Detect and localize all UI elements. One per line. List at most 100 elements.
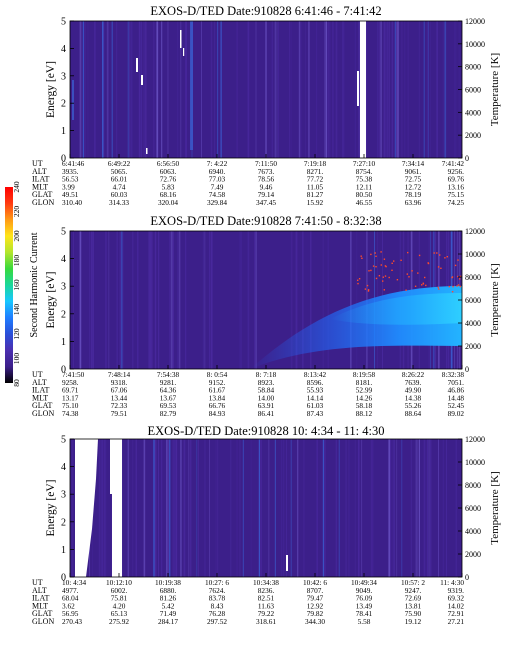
y2-tick-label: 8000 <box>465 481 481 490</box>
spectrogram-column <box>202 231 204 369</box>
spectrogram-column <box>415 439 417 577</box>
spectrogram-column <box>426 439 429 577</box>
ephemeris-row-label: UT <box>32 159 43 168</box>
y-axis-label: Energy [eV] <box>45 61 57 118</box>
high-intensity-dot <box>444 257 446 259</box>
ephemeris-cell: 10:27: 6 <box>205 578 229 587</box>
spectrogram-column <box>401 21 403 158</box>
ephemeris-cell: 78.19 <box>405 190 422 199</box>
spectrogram-column <box>274 21 276 158</box>
spectrogram-column <box>423 21 425 158</box>
y-tick-label: 3 <box>61 490 66 501</box>
ephemeris-cell: 46.55 <box>356 198 373 207</box>
ephemeris-cell: 13.17 <box>62 393 79 402</box>
spectrogram-column <box>209 231 211 369</box>
spectrogram-column <box>174 439 176 577</box>
y-tick-label: 4 <box>61 462 66 473</box>
high-intensity-dot <box>368 270 370 272</box>
spectrogram-column <box>281 439 282 577</box>
spectrogram-column <box>154 439 157 577</box>
spectrogram-column <box>119 231 121 369</box>
spectrogram-column <box>327 231 329 369</box>
spectrogram-panel-1: EXOS-D/TED Date:910828 6:41:46 - 7:41:42… <box>32 4 501 207</box>
spectrogram-column <box>92 231 95 369</box>
y2-tick-label: 4000 <box>465 108 481 117</box>
chart-title: EXOS-D/TED Date:910828 6:41:46 - 7:41:42 <box>150 4 381 18</box>
spectrogram-column <box>170 231 173 369</box>
ephemeris-cell: 77.72 <box>307 175 324 184</box>
ephemeris-cell: 63.96 <box>405 198 422 207</box>
ephemeris-cell: 7:34:14 <box>402 159 425 168</box>
y-axis-label: Energy [eV] <box>45 272 57 329</box>
spectrogram-column <box>100 439 102 577</box>
high-intensity-dot <box>452 285 454 288</box>
spectrogram-column <box>326 21 328 158</box>
ephemeris-cell: 27.21 <box>448 617 465 626</box>
spectrogram-column <box>190 439 192 577</box>
colorbar-scale <box>5 187 13 383</box>
spectrogram-column <box>153 439 155 577</box>
spectrogram-column <box>167 21 169 158</box>
spectrogram-column <box>177 231 179 369</box>
high-intensity-dot <box>378 275 381 277</box>
spectrogram-column <box>332 21 334 158</box>
high-intensity-dot <box>421 284 423 286</box>
spectrogram-column <box>454 21 455 158</box>
ephemeris-cell: 8: 7:18 <box>256 370 277 379</box>
ephemeris-cell: 7051. <box>448 378 465 387</box>
spectrogram-column <box>348 439 350 577</box>
spectrogram-column <box>322 231 324 369</box>
high-intensity-dot <box>457 275 459 278</box>
spectrogram-column <box>438 439 439 577</box>
spectrogram-column <box>255 231 257 369</box>
ephemeris-cell: 56.53 <box>62 175 79 184</box>
high-intensity-dot <box>375 277 378 280</box>
spectrogram-column <box>396 439 398 577</box>
y2-tick-label: 8000 <box>465 273 481 282</box>
ephemeris-cell: 72.76 <box>160 175 177 184</box>
ephemeris-cell: 344.30 <box>305 617 325 626</box>
spectrogram-column <box>430 439 432 577</box>
spectrogram-column <box>401 439 403 577</box>
spectrogram-column <box>154 231 157 369</box>
y2-axis-label: Temperature [K] <box>489 471 501 544</box>
ephemeris-row-label: ALT <box>32 586 47 595</box>
spectrogram-column <box>210 231 213 369</box>
high-intensity-dot <box>414 285 417 287</box>
spectrogram-column <box>276 21 278 158</box>
ephemeris-cell: 10:12:10 <box>106 578 132 587</box>
ephemeris-cell: 63.91 <box>258 401 275 410</box>
spectrogram-column <box>204 231 206 369</box>
ephemeris-cell: 75.81 <box>111 594 128 603</box>
ephemeris-cell: 56.95 <box>62 609 79 618</box>
ephemeris-cell: 8:13:42 <box>304 370 327 379</box>
spectrogram-column <box>302 231 304 369</box>
high-intensity-dot <box>406 273 408 275</box>
ephemeris-cell: 9256. <box>448 167 465 176</box>
spectrogram-column <box>172 439 175 577</box>
ephemeris-cell: 8707. <box>307 586 324 595</box>
ephemeris-cell: 61.03 <box>307 401 324 410</box>
spectrogram-column <box>335 439 338 577</box>
high-intensity-dot <box>424 276 426 279</box>
ephemeris-cell: 4.74 <box>113 182 126 191</box>
ephemeris-cell: 69.76 <box>448 175 465 184</box>
ephemeris-cell: 15.92 <box>307 198 324 207</box>
spectrogram-column <box>241 231 243 369</box>
ephemeris-cell: 11.05 <box>307 182 323 191</box>
spectrogram-column <box>87 21 89 158</box>
spectrogram-column <box>255 21 257 158</box>
y2-tick-label: 10000 <box>465 40 485 49</box>
ephemeris-cell: 52.45 <box>448 401 465 410</box>
data-gap-band <box>357 71 359 106</box>
spectrogram-column <box>71 439 74 577</box>
ephemeris-cell: 329.84 <box>207 198 227 207</box>
ephemeris-cell: 8236. <box>258 586 275 595</box>
spectrogram-column <box>366 21 368 158</box>
ephemeris-cell: 3.62 <box>62 601 75 610</box>
spectrogram-column <box>428 439 430 577</box>
spectrogram-column <box>249 21 250 158</box>
ephemeris-cell: 6940. <box>209 167 226 176</box>
y-tick-label: 1 <box>61 337 66 348</box>
spectrogram-column <box>121 231 123 369</box>
